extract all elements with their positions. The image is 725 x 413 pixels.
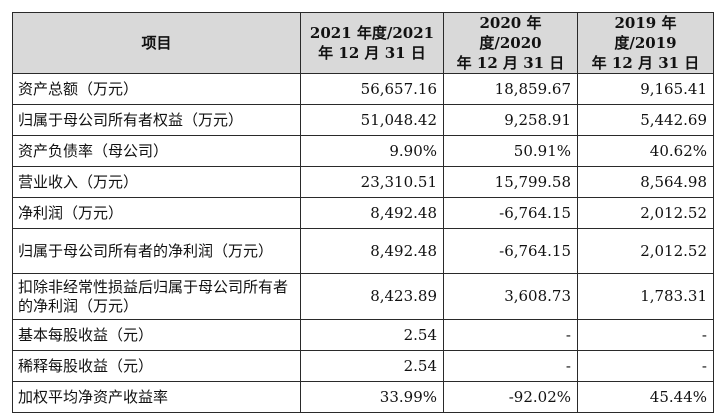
value-2019: 2,012.52 [577,228,714,274]
row-label: 资产负债率（母公司） [12,135,301,167]
table-row: 资产总额（万元） 56,657.16 18,859.67 9,165.41 [12,73,714,105]
value-2021: 2.54 [300,350,444,382]
value-2020: 15,799.58 [443,166,578,198]
financial-data-table-container: 项目 2021 年度/2021 年 12 月 31 日 2020 年度/2020 年… [12,12,714,413]
header-2020-line2: 年 12 月 31 日 [456,54,565,72]
value-2021: 23,310.51 [300,166,444,198]
table-row: 加权平均净资产收益率 33.99% -92.02% 45.44% [12,381,714,413]
value-2021: 33.99% [300,381,444,413]
header-2021-line2: 年 12 月 31 日 [318,44,426,62]
value-2020: -92.02% [443,381,578,413]
financial-data-table: 项目 2021 年度/2021 年 12 月 31 日 2020 年度/2020 年… [12,12,714,413]
table-row: 营业收入（万元） 23,310.51 15,799.58 8,564.98 [12,166,714,198]
header-2019-line2: 年 12 月 31 日 [591,54,700,72]
value-2021: 2.54 [300,319,444,351]
value-2020: 18,859.67 [443,73,578,105]
table-row: 基本每股收益（元） 2.54 - - [12,319,714,351]
value-2019: 45.44% [577,381,714,413]
value-2019: 5,442.69 [577,104,714,136]
row-label: 营业收入（万元） [12,166,301,198]
value-2021: 8,492.48 [300,228,444,274]
value-2019: 8,564.98 [577,166,714,198]
table-row: 归属于母公司所有者权益（万元） 51,048.42 9,258.91 5,442… [12,104,714,136]
header-2019-line1: 2019 年度/2019 [614,14,677,52]
value-2020: 50.91% [443,135,578,167]
value-2019: 2,012.52 [577,197,714,229]
value-2019: - [577,319,714,351]
value-2021: 8,492.48 [300,197,444,229]
value-2020: 3,608.73 [443,273,578,320]
header-2021-line1: 2021 年度/2021 [309,24,435,42]
value-2021: 8,423.89 [300,273,444,320]
value-2019: 9,165.41 [577,73,714,105]
value-2020: -6,764.15 [443,197,578,229]
value-2021: 51,048.42 [300,104,444,136]
header-item-text: 项目 [141,34,172,52]
table-row: 净利润（万元） 8,492.48 -6,764.15 2,012.52 [12,197,714,229]
header-2020-line1: 2020 年度/2020 [479,14,542,52]
value-2021: 56,657.16 [300,73,444,105]
table-header-row: 项目 2021 年度/2021 年 12 月 31 日 2020 年度/2020 年… [12,12,714,74]
row-label: 归属于母公司所有者权益（万元） [12,104,301,136]
row-label: 加权平均净资产收益率 [12,381,301,413]
table-row: 资产负债率（母公司） 9.90% 50.91% 40.62% [12,135,714,167]
row-label: 基本每股收益（元） [12,319,301,351]
table-row: 稀释每股收益（元） 2.54 - - [12,350,714,382]
row-label: 资产总额（万元） [12,73,301,105]
row-label: 扣除非经常性损益后归属于母公司所有者的净利润（万元） [12,273,301,320]
value-2021: 9.90% [300,135,444,167]
value-2019: 40.62% [577,135,714,167]
value-2020: 9,258.91 [443,104,578,136]
header-2020: 2020 年度/2020 年 12 月 31 日 [443,12,578,74]
row-label: 净利润（万元） [12,197,301,229]
value-2020: - [443,350,578,382]
header-2019: 2019 年度/2019 年 12 月 31 日 [577,12,714,74]
header-item: 项目 [12,12,301,74]
row-label: 稀释每股收益（元） [12,350,301,382]
value-2020: -6,764.15 [443,228,578,274]
table-row: 扣除非经常性损益后归属于母公司所有者的净利润（万元） 8,423.89 3,60… [12,273,714,320]
value-2019: - [577,350,714,382]
value-2019: 1,783.31 [577,273,714,320]
table-row: 归属于母公司所有者的净利润（万元） 8,492.48 -6,764.15 2,0… [12,228,714,274]
value-2020: - [443,319,578,351]
row-label: 归属于母公司所有者的净利润（万元） [12,228,301,274]
header-2021: 2021 年度/2021 年 12 月 31 日 [300,12,444,74]
